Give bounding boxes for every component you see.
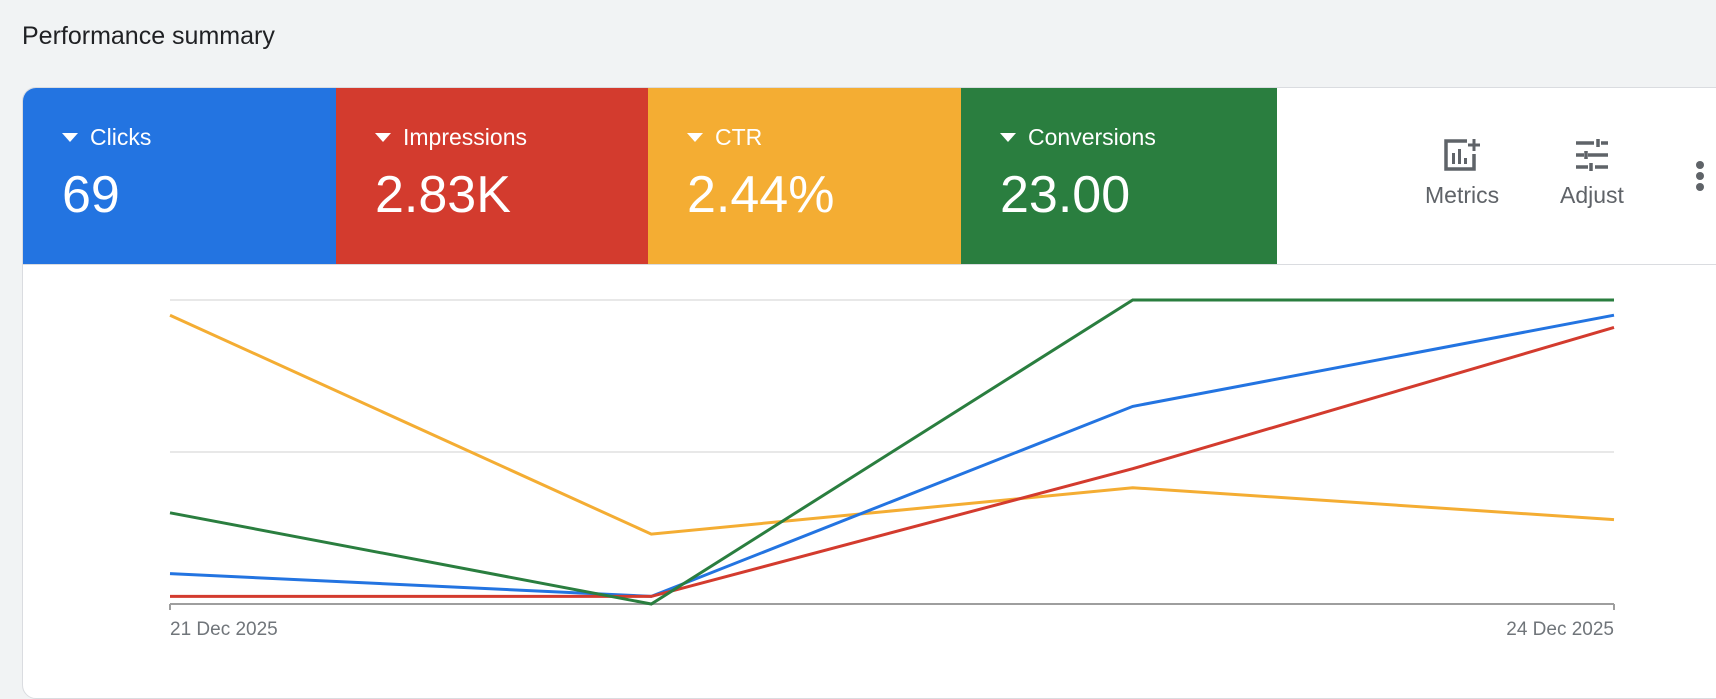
performance-line-chart: 21 Dec 2025 24 Dec 2025: [169, 298, 1615, 640]
tile-label: Clicks: [90, 124, 152, 150]
series-line-impressions: [170, 325, 1615, 598]
adjust-button[interactable]: Adjust: [1560, 138, 1624, 209]
tile-impressions[interactable]: Impressions 2.83K: [336, 88, 648, 265]
divider: [23, 264, 1716, 265]
tile-value: 2.44%: [687, 166, 835, 224]
metrics-button[interactable]: Metrics: [1425, 138, 1499, 209]
tile-value: 2.83K: [375, 166, 511, 224]
series-line-clicks: [169, 313, 1615, 598]
metrics-icon: [1444, 139, 1481, 171]
performance-card: Clicks 69 Impressions 2.83K CTR 2.44% Co…: [22, 87, 1716, 699]
series-line-conversions: [169, 298, 1614, 606]
tile-value: 69: [62, 166, 120, 224]
page-title: Performance summary: [22, 22, 275, 50]
metrics-label: Metrics: [1425, 182, 1500, 208]
more-options-button[interactable]: [1695, 160, 1705, 202]
tile-value: 23.00: [1000, 166, 1131, 224]
series-line-ctr: [169, 313, 1615, 536]
adjust-label: Adjust: [1560, 182, 1624, 208]
tile-ctr[interactable]: CTR 2.44%: [648, 88, 961, 265]
dropdown-triangle-icon: [62, 133, 78, 142]
dropdown-triangle-icon: [375, 133, 391, 142]
x-tick-label-end: 24 Dec 2025: [1506, 619, 1614, 640]
more-vert-icon: [1696, 161, 1704, 191]
adjust-sliders-icon: [1575, 139, 1608, 171]
tile-label: Impressions: [403, 124, 527, 150]
dropdown-triangle-icon: [687, 133, 703, 142]
metric-tiles: Clicks 69 Impressions 2.83K CTR 2.44% Co…: [23, 88, 1277, 265]
dropdown-triangle-icon: [1000, 133, 1016, 142]
tile-conversions[interactable]: Conversions 23.00: [961, 88, 1277, 265]
x-tick-label-start: 21 Dec 2025: [170, 619, 278, 640]
tile-clicks[interactable]: Clicks 69: [23, 88, 336, 265]
tile-label: CTR: [715, 124, 763, 150]
tile-label: Conversions: [1028, 124, 1156, 150]
